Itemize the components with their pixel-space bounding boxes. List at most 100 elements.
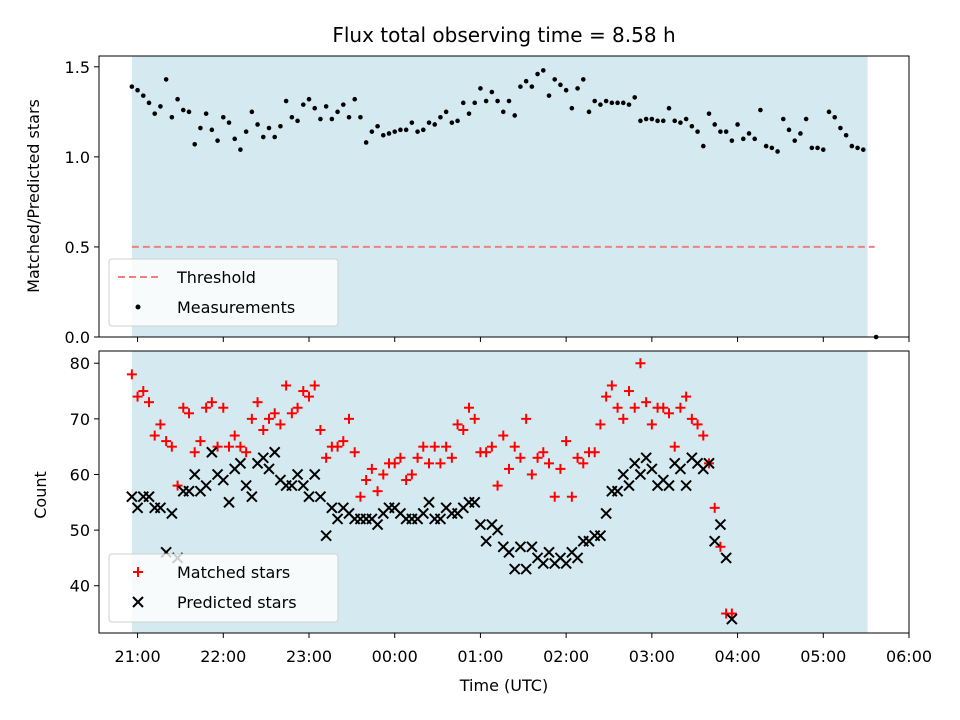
measurement-point bbox=[232, 136, 238, 142]
matched-star-point bbox=[212, 441, 223, 452]
matched-star-point bbox=[509, 441, 520, 452]
matched-star-point bbox=[149, 430, 160, 441]
predicted-star-point bbox=[154, 502, 167, 514]
bottom-x-ticks: 21:00 22:00 23:00 00:00 01:00 02:00 03:00 04:00… bbox=[115, 633, 932, 666]
matched-star-point bbox=[669, 441, 680, 452]
predicted-star-point bbox=[514, 541, 527, 553]
measurement-point bbox=[763, 143, 769, 149]
measurement-point bbox=[689, 123, 695, 129]
measurement-point bbox=[375, 123, 380, 129]
measurement-point bbox=[775, 149, 780, 154]
chart-title: Flux total observing time = 8.58 h bbox=[332, 23, 675, 47]
legend-measurements-label: Measurements bbox=[177, 298, 295, 317]
matched-star-point bbox=[395, 452, 406, 463]
matched-star-point bbox=[201, 402, 212, 413]
measurement-point bbox=[443, 109, 449, 115]
measurement-point bbox=[209, 127, 215, 133]
measurement-point bbox=[135, 87, 140, 93]
matched-star-point bbox=[618, 413, 629, 424]
measurement-point bbox=[380, 132, 386, 138]
matched-star-point bbox=[464, 402, 474, 413]
measurement-point bbox=[506, 98, 512, 104]
measurement-point bbox=[306, 96, 312, 102]
measurement-point bbox=[660, 118, 666, 124]
matched-star-point bbox=[595, 419, 606, 430]
matched-star-point bbox=[412, 452, 423, 463]
top-y-tick-label: 0.0 bbox=[65, 328, 90, 347]
measurement-point bbox=[609, 100, 615, 106]
predicted-star-point bbox=[634, 468, 647, 481]
predicted-star-point bbox=[291, 468, 304, 481]
predicted-star-point bbox=[143, 491, 155, 503]
measurement-point bbox=[495, 98, 500, 104]
predicted-star-point bbox=[297, 479, 309, 492]
matched-star-point bbox=[698, 430, 709, 441]
measurement-point bbox=[752, 136, 758, 142]
predicted-star-point bbox=[663, 479, 675, 492]
measurement-point bbox=[643, 116, 649, 122]
measurement-point bbox=[318, 116, 323, 122]
predicted-star-point bbox=[594, 529, 607, 542]
predicted-star-point bbox=[423, 496, 435, 508]
measurement-point bbox=[346, 114, 352, 120]
measurement-point bbox=[409, 120, 415, 125]
matched-star-point bbox=[492, 480, 503, 491]
matched-star-point bbox=[589, 447, 600, 458]
measurement-point bbox=[712, 122, 718, 127]
top-x-ticks bbox=[137, 337, 910, 342]
measurement-point bbox=[723, 129, 729, 134]
measurement-point bbox=[803, 116, 809, 122]
top-panel: 0.0 0.5 1.0 1.5 Flux total observing time =… bbox=[24, 23, 910, 347]
top-y-tick-label: 1.0 bbox=[65, 148, 90, 167]
measurement-point bbox=[140, 93, 146, 98]
measurement-point bbox=[392, 129, 398, 134]
matched-star-point bbox=[629, 402, 640, 413]
measurement-point bbox=[295, 118, 300, 124]
measurement-point bbox=[518, 84, 523, 89]
measurement-point bbox=[798, 131, 803, 136]
predicted-star-point bbox=[234, 457, 247, 470]
matched-star-point bbox=[481, 447, 492, 458]
matched-star-point bbox=[578, 458, 589, 469]
measurement-point bbox=[215, 138, 220, 143]
predicted-star-point bbox=[309, 468, 321, 481]
measurement-point bbox=[226, 120, 232, 125]
predicted-star-point bbox=[126, 491, 138, 503]
matched-star-point bbox=[344, 413, 354, 424]
matched-star-point bbox=[641, 397, 652, 408]
legend-predicted-label: Predicted stars bbox=[177, 593, 297, 612]
predicted-star-point bbox=[680, 479, 692, 492]
measurement-point bbox=[826, 109, 832, 115]
matched-star-point bbox=[452, 419, 463, 430]
measurement-point bbox=[592, 98, 598, 104]
matched-star-point bbox=[235, 441, 246, 452]
predicted-star-point bbox=[131, 502, 144, 514]
measurement-point bbox=[386, 131, 392, 136]
matched-star-point bbox=[446, 452, 457, 463]
matched-star-point bbox=[241, 447, 252, 458]
predicted-star-point bbox=[646, 463, 658, 475]
measurement-point bbox=[820, 147, 826, 152]
measurement-point bbox=[809, 145, 815, 151]
matched-star-point bbox=[658, 402, 669, 413]
bottom-y-tick-label: 50 bbox=[70, 521, 90, 540]
matched-star-point bbox=[681, 391, 692, 402]
measurement-point bbox=[369, 129, 375, 134]
measurement-point bbox=[192, 141, 198, 147]
predicted-star-point bbox=[571, 552, 584, 564]
matched-star-point bbox=[349, 447, 360, 458]
top-legend-box bbox=[108, 258, 339, 327]
measurement-point bbox=[158, 104, 163, 109]
measurement-point bbox=[180, 107, 186, 113]
measurement-point bbox=[203, 111, 209, 116]
matched-star-point bbox=[418, 441, 429, 452]
measurement-point bbox=[832, 114, 838, 120]
measurement-point bbox=[438, 114, 443, 120]
measurement-point bbox=[860, 147, 866, 152]
matched-star-point bbox=[309, 380, 320, 391]
matched-star-point bbox=[246, 413, 257, 424]
predicted-star-point bbox=[326, 502, 338, 514]
matched-star-point bbox=[281, 380, 292, 391]
measurement-point bbox=[146, 100, 152, 106]
measurement-point bbox=[695, 129, 700, 134]
